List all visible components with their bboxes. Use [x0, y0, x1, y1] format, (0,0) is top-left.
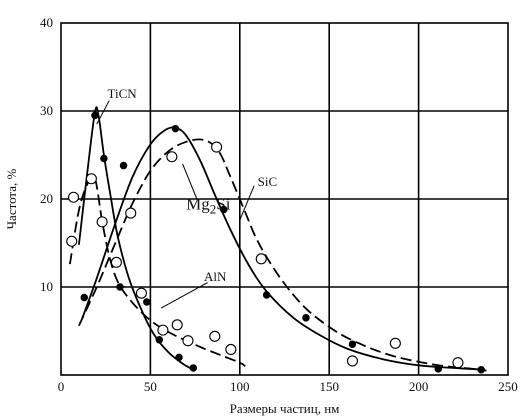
- series-0-point: [182, 335, 194, 347]
- series-0-point: [125, 207, 137, 219]
- series-0-point: [209, 330, 221, 342]
- series-0-point: [171, 319, 183, 331]
- series-0-point: [346, 355, 358, 367]
- series-1-point: [155, 336, 164, 344]
- series-3-point: [211, 141, 223, 153]
- plot-frame: [60, 22, 509, 376]
- series-2-point: [348, 340, 357, 348]
- markers: [66, 111, 485, 374]
- x-tick-label: 50: [144, 379, 157, 394]
- series-0-point: [157, 324, 169, 336]
- series-1-point: [80, 293, 88, 302]
- y-axis-label: Частота, %: [4, 168, 19, 229]
- x-tick-label: 0: [58, 379, 65, 394]
- annotation-leader-line: [160, 282, 208, 309]
- series-0-point: [135, 287, 148, 299]
- series-0-point: [255, 253, 267, 265]
- series-2-point: [119, 161, 128, 170]
- series-0-point: [66, 235, 78, 247]
- y-tick-label: 10: [40, 279, 53, 294]
- x-tick-label: 200: [409, 379, 429, 394]
- annotation-label: Mg2Si: [186, 195, 231, 217]
- x-axis-label: Размеры частиц, нм: [230, 401, 340, 416]
- series-1-point: [175, 353, 183, 362]
- y-tick-label: 30: [40, 103, 53, 118]
- y-tick-label: 20: [40, 191, 53, 206]
- series-2-point: [302, 314, 310, 322]
- annotation-label: TiCN: [107, 86, 137, 101]
- series-0-point: [452, 357, 464, 369]
- x-tick-label: 150: [319, 379, 339, 394]
- y-tick-label: 40: [40, 15, 53, 30]
- series-3-curve: [78, 138, 487, 372]
- annotation-label: SiC: [258, 174, 278, 189]
- series-0-point: [389, 337, 401, 349]
- series-2-point: [262, 291, 271, 299]
- annotation-label: AlN: [204, 269, 227, 284]
- series-0-point: [85, 173, 97, 185]
- series-2-point: [219, 205, 228, 214]
- series-0-point: [96, 216, 108, 228]
- annotations: TiCN SiC Mg2Si AlN: [96, 86, 278, 309]
- x-tick-label: 100: [230, 379, 250, 394]
- series-1-point: [100, 154, 108, 163]
- annotation-leader-line: [239, 185, 255, 221]
- x-tick-label: 250: [498, 379, 518, 394]
- series-0-point: [225, 343, 237, 356]
- series-1-point: [143, 298, 151, 306]
- series-3-point: [166, 151, 178, 163]
- annotation-leader-line: [96, 100, 110, 125]
- ticks: 0 50 100 150 200 250 10 20 30 40: [40, 15, 518, 394]
- series-0-point: [110, 256, 122, 268]
- series-1-point: [189, 364, 198, 372]
- annotation-leader-line: [182, 163, 198, 200]
- series-2-point: [434, 365, 443, 373]
- series-2-point: [171, 124, 180, 133]
- series-2-point: [477, 365, 485, 374]
- series-0-point: [67, 191, 80, 203]
- series-1-point: [91, 111, 99, 120]
- series-1-point: [116, 283, 124, 291]
